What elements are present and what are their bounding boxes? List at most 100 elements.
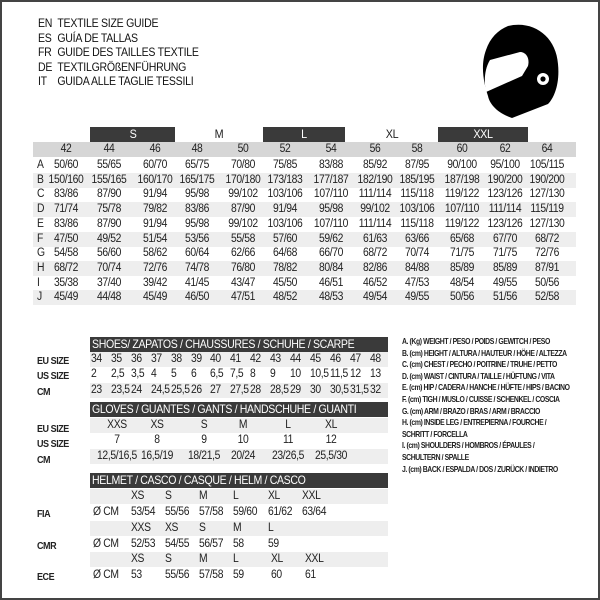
table-cell: 56/60 bbox=[96, 247, 122, 260]
table-cell: 12,5/16,5 bbox=[97, 449, 137, 462]
table-cell: 11 bbox=[282, 434, 294, 447]
table-cell: 55/58 bbox=[230, 232, 256, 245]
size-number: 48 bbox=[191, 143, 203, 155]
table-cell: M bbox=[238, 419, 248, 431]
table-cell: 46 bbox=[329, 353, 341, 365]
table-cell: 39 bbox=[190, 353, 202, 365]
table-cell: 58 bbox=[233, 537, 244, 550]
table-cell: 70/80 bbox=[230, 159, 256, 171]
title-text: TEXTILE SIZE GUIDE bbox=[57, 16, 159, 30]
legend-item: SCHRITT / FORCELLA bbox=[402, 428, 468, 439]
table-cell: 53 bbox=[131, 569, 142, 581]
legend-item: E. (cm) HIP / CADERA / HANCHE / HÜFTE / … bbox=[402, 382, 570, 393]
size-label: XXL bbox=[305, 553, 324, 565]
table-cell: 187/198 bbox=[444, 173, 480, 186]
table-cell: 170/180 bbox=[225, 173, 261, 186]
helmet-icon bbox=[482, 24, 559, 118]
size-number: 42 bbox=[60, 143, 72, 155]
table-cell: 48 bbox=[369, 353, 381, 365]
table-cell: 63/64 bbox=[302, 506, 327, 518]
table-cell: 44 bbox=[290, 353, 301, 365]
table-cell: 41/45 bbox=[184, 276, 210, 289]
table-cell: 190/200 bbox=[487, 173, 523, 186]
table-cell: 74/78 bbox=[184, 261, 210, 274]
size-number: 56 bbox=[369, 143, 381, 155]
row-letter: A bbox=[37, 159, 44, 171]
row-letter: J bbox=[37, 291, 42, 304]
size-label: XS bbox=[131, 490, 145, 502]
table-cell: 32 bbox=[369, 383, 381, 396]
size-label: L bbox=[233, 553, 239, 565]
table-cell: 25,5 bbox=[170, 383, 190, 396]
table-cell: 52/53 bbox=[131, 537, 156, 550]
size-label: L bbox=[268, 521, 274, 534]
table-cell: 62/66 bbox=[230, 247, 256, 260]
table-cell: 34 bbox=[91, 353, 102, 365]
table-cell: 43/47 bbox=[230, 276, 256, 289]
unit-label: Ø CM bbox=[93, 537, 119, 550]
table-cell: 13 bbox=[369, 368, 381, 381]
table-cell: 30,5 bbox=[329, 383, 349, 396]
row-bg bbox=[90, 489, 388, 504]
table-cell: 31,5 bbox=[349, 383, 369, 396]
size-label: XXL bbox=[302, 490, 321, 502]
table-cell: 83/86 bbox=[184, 203, 210, 216]
size-label: L bbox=[233, 490, 239, 502]
table-cell: 72/76 bbox=[142, 261, 168, 274]
size-group-label: S bbox=[129, 127, 136, 141]
legend-item: D. (cm) WAIST / CINTURA / TAILLE / HÜFTU… bbox=[402, 370, 555, 381]
legend-item: SCHULTERN / SPALLE bbox=[402, 451, 469, 462]
table-cell: 51/56 bbox=[492, 291, 518, 304]
table-cell: 28 bbox=[250, 383, 261, 396]
table-cell: 3,5 bbox=[130, 368, 145, 381]
table-cell: 99/102 bbox=[228, 217, 258, 230]
table-cell: 6,5 bbox=[210, 368, 224, 381]
table-cell: 49/55 bbox=[404, 291, 430, 304]
table-cell: 48/52 bbox=[272, 291, 298, 304]
language-code: DE bbox=[38, 59, 53, 74]
table-cell: 35 bbox=[110, 353, 122, 365]
table-cell: 115/118 bbox=[400, 188, 434, 201]
table-cell: 119/122 bbox=[444, 217, 480, 230]
table-cell: 155/165 bbox=[91, 173, 127, 186]
table-cell: 95/98 bbox=[184, 188, 210, 201]
table-cell: 8 bbox=[250, 368, 256, 381]
title-line: FR GUIDE DES TAILLES TEXTILE bbox=[38, 45, 199, 59]
table-cell: 10,5 bbox=[309, 368, 329, 381]
table-cell: 68/72 bbox=[362, 247, 388, 260]
table-cell: 11,5 bbox=[329, 368, 348, 381]
row-letter: I bbox=[37, 276, 40, 289]
size-number: 44 bbox=[103, 143, 115, 155]
table-cell: 87/90 bbox=[96, 217, 122, 230]
table-cell: XS bbox=[150, 419, 164, 431]
table-cell: 91/94 bbox=[142, 217, 168, 230]
table-cell: 40 bbox=[210, 353, 222, 365]
table-cell: 57/58 bbox=[199, 506, 224, 518]
row-bg bbox=[90, 418, 388, 433]
helmet-title: HELMET / CASCO / CASQUE / HELM / CASCO bbox=[92, 473, 306, 487]
title-line: DE TEXTILGRÖßENFÜHRUNG bbox=[38, 60, 186, 74]
table-cell: 7 bbox=[114, 434, 120, 447]
table-cell: 160/170 bbox=[137, 173, 173, 186]
table-cell: 29 bbox=[290, 383, 301, 396]
table-cell: 39/42 bbox=[142, 276, 168, 289]
size-number: 54 bbox=[325, 143, 337, 155]
table-cell: 20/24 bbox=[230, 449, 256, 462]
table-cell: 68/72 bbox=[53, 261, 79, 274]
table-cell: 23,5 bbox=[110, 383, 130, 396]
row-label: CMR bbox=[37, 540, 57, 552]
size-number: 46 bbox=[149, 143, 161, 155]
table-cell: 46/52 bbox=[362, 276, 388, 289]
row-bg bbox=[90, 448, 388, 464]
table-cell: 103/106 bbox=[267, 188, 303, 201]
legend-item: B. (cm) HEIGHT / ALTURA / HAUTEUR / HÖHE… bbox=[402, 347, 567, 358]
table-cell: 42 bbox=[250, 353, 261, 365]
table-cell: 57/60 bbox=[272, 232, 298, 245]
table-cell: 5 bbox=[170, 368, 177, 381]
table-cell: 150/160 bbox=[48, 173, 84, 186]
table-cell: 38 bbox=[170, 353, 182, 365]
unit-label: Ø CM bbox=[93, 506, 119, 518]
table-cell: 70/74 bbox=[404, 247, 430, 260]
table-cell: 90/100 bbox=[447, 159, 477, 171]
table-cell: 71/75 bbox=[449, 247, 475, 260]
